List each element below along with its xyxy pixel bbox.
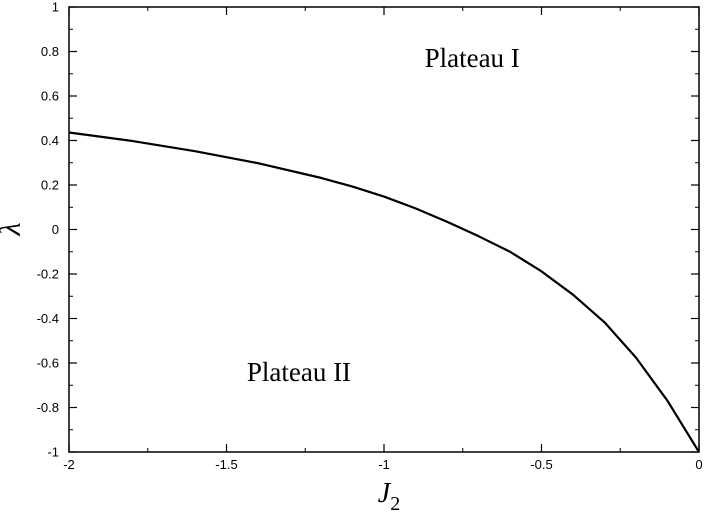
y-tick-label: 0 — [52, 222, 59, 237]
x-axis-label-main: J — [378, 478, 392, 509]
y-tick-label: 0.2 — [41, 178, 59, 193]
x-axis-label-subscript: 2 — [390, 493, 400, 514]
x-tick-label: -2 — [63, 457, 75, 472]
x-tick-label: -0.5 — [530, 457, 552, 472]
x-axis-label: J2 — [378, 478, 400, 514]
region-label-1: Plateau I — [425, 43, 520, 73]
y-tick-label: -0.6 — [37, 356, 59, 371]
axis-ticks: -2 -1.5 -1 -0.5 0 -1 -0.8 -0.6 -0.4 -0.2 0 0.2 0.4 0.… — [37, 0, 703, 472]
y-tick-label: -0.2 — [37, 267, 59, 282]
x-tick-label: 0 — [695, 457, 702, 472]
x-tick-label: -1.5 — [215, 457, 237, 472]
series-layer — [68, 131, 700, 453]
x-tick-label: -1 — [378, 457, 390, 472]
region-label-2: Plateau II — [247, 357, 351, 387]
phase-boundary-line — [68, 131, 700, 453]
y-tick-label: 0.6 — [41, 89, 59, 104]
y-tick-label: 0.8 — [41, 44, 59, 59]
y-axis-label: λ — [0, 223, 27, 237]
plot-area — [68, 6, 700, 453]
y-tick-label: -0.4 — [37, 311, 59, 326]
y-tick-label: -1 — [47, 445, 59, 460]
y-tick-label: 0.4 — [41, 133, 59, 148]
y-tick-label: 1 — [52, 0, 59, 15]
annotation-layer: Plateau I Plateau II — [247, 43, 520, 387]
y-tick-label: -0.8 — [37, 400, 59, 415]
